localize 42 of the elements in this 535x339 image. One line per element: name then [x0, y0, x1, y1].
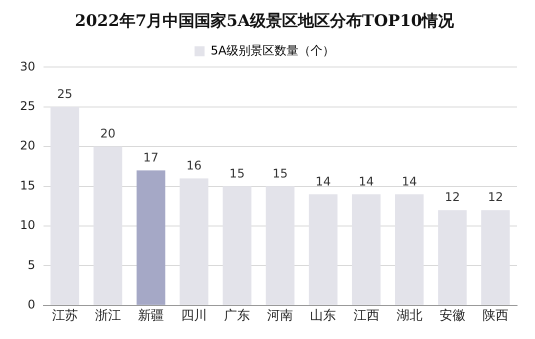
data-label: 12 [444, 190, 460, 204]
legend-label: 5A级别景区数量（个） [210, 43, 334, 58]
x-tick-label: 河南 [267, 308, 294, 324]
data-label: 25 [57, 87, 72, 102]
data-label: 16 [186, 158, 202, 172]
data-label: 14 [358, 174, 374, 188]
bar [481, 210, 510, 305]
bar [180, 178, 208, 305]
bar [395, 194, 424, 305]
y-tick-label: 5 [28, 258, 36, 272]
data-label: 12 [488, 190, 504, 204]
data-label: 14 [402, 174, 417, 188]
data-label: 17 [143, 150, 159, 165]
x-tick-label: 陕西 [482, 308, 508, 324]
data-label: 15 [229, 166, 245, 180]
x-tick-label: 江西 [353, 308, 380, 324]
x-tick-label: 四川 [181, 308, 207, 324]
y-tick-label: 10 [20, 218, 36, 232]
x-tick-label: 江苏 [52, 308, 78, 324]
x-tick-label: 浙江 [94, 308, 121, 324]
y-tick-label: 25 [20, 99, 36, 114]
y-tick-label: 0 [28, 298, 36, 312]
data-label: 20 [100, 126, 116, 141]
y-tick-label: 30 [20, 59, 36, 74]
bar [352, 194, 381, 305]
bar [222, 186, 252, 305]
bar [438, 210, 467, 305]
y-tick-label: 15 [20, 178, 36, 192]
x-tick-label: 山东 [310, 308, 336, 324]
bar [308, 194, 338, 305]
x-tick-label: 新疆 [138, 308, 164, 324]
data-label: 15 [272, 166, 288, 180]
bar [50, 106, 80, 305]
data-label: 14 [316, 174, 331, 188]
y-tick-label: 20 [20, 138, 36, 153]
x-tick-label: 广东 [224, 308, 250, 324]
x-tick-label: 湖北 [396, 308, 422, 324]
bar [136, 170, 166, 305]
x-tick-label: 安徽 [439, 308, 466, 324]
bar [94, 146, 122, 305]
chart-title: 2022年7月中国国家5A级景区地区分布TOP10情况 [74, 10, 456, 30]
bar [266, 186, 294, 305]
